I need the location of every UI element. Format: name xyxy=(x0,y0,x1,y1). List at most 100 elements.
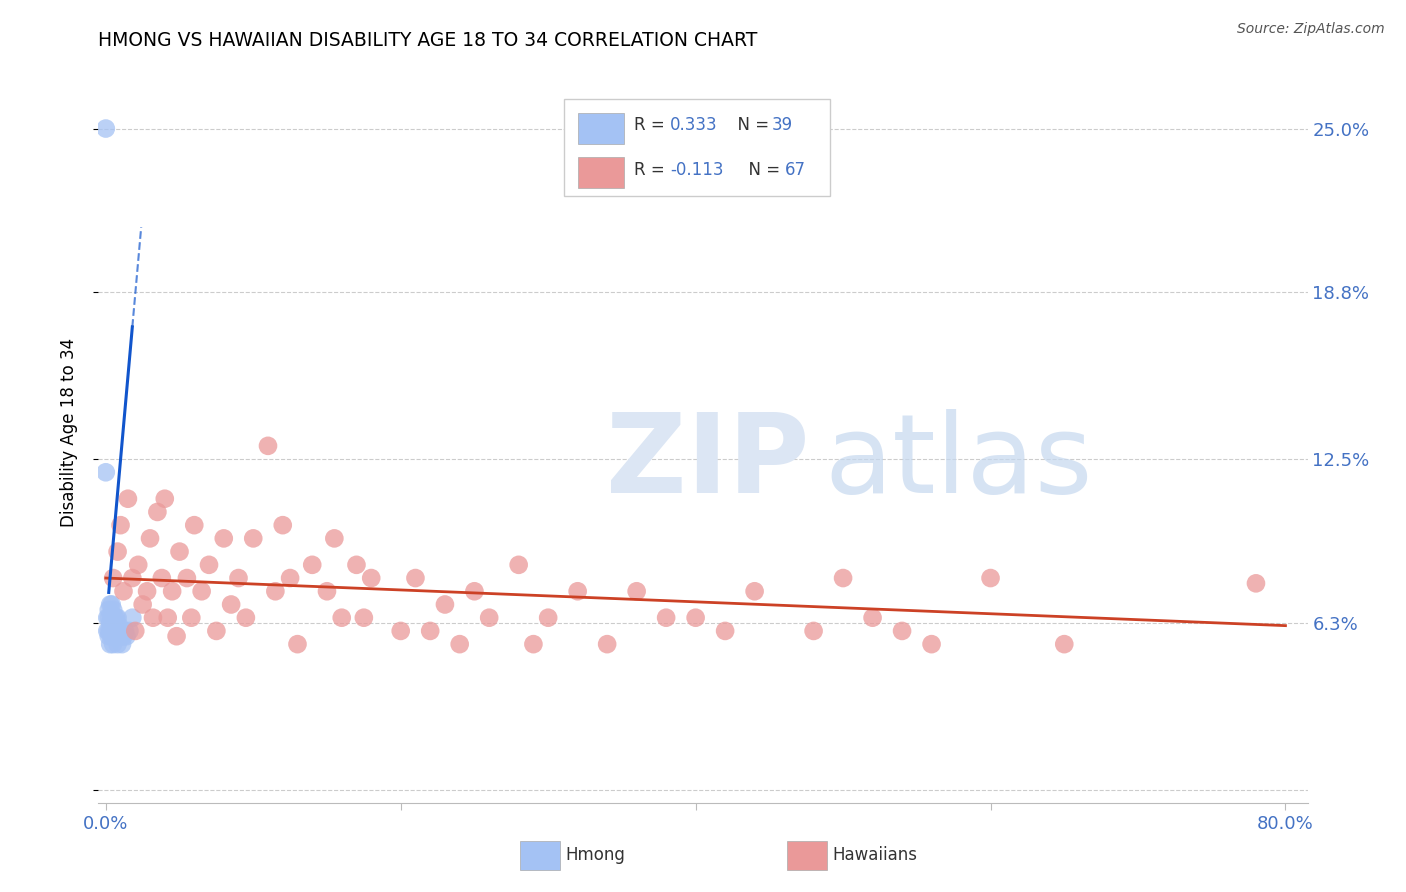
Point xyxy=(169,544,191,558)
Point xyxy=(264,584,287,599)
Point xyxy=(537,611,560,625)
Point xyxy=(228,571,250,585)
Point xyxy=(508,558,530,572)
Point xyxy=(96,611,118,625)
Point xyxy=(107,624,129,638)
Point xyxy=(235,611,257,625)
Point xyxy=(127,558,149,572)
Point xyxy=(156,611,179,625)
Point xyxy=(104,618,127,632)
Y-axis label: Disability Age 18 to 34: Disability Age 18 to 34 xyxy=(59,338,77,527)
Point xyxy=(316,584,339,599)
Point xyxy=(346,558,368,572)
Point xyxy=(190,584,212,599)
Point xyxy=(862,611,884,625)
Point xyxy=(114,624,136,638)
Point xyxy=(124,624,146,638)
Text: N =: N = xyxy=(727,117,775,135)
Point xyxy=(100,611,122,625)
Point xyxy=(419,624,441,638)
Point xyxy=(136,584,159,599)
Point xyxy=(257,439,280,453)
Point xyxy=(121,611,143,625)
Point xyxy=(353,611,375,625)
Point xyxy=(567,584,589,599)
Point xyxy=(108,618,131,632)
FancyBboxPatch shape xyxy=(578,113,624,144)
Point xyxy=(104,629,127,643)
Point xyxy=(150,571,173,585)
Point xyxy=(97,624,120,638)
Point xyxy=(97,603,120,617)
Point xyxy=(921,637,943,651)
Point xyxy=(97,629,120,643)
Point xyxy=(198,558,221,572)
Point xyxy=(100,629,122,643)
Point xyxy=(131,598,153,612)
Text: atlas: atlas xyxy=(824,409,1092,516)
Text: Hawaiians: Hawaiians xyxy=(832,847,917,864)
FancyBboxPatch shape xyxy=(564,99,830,195)
Point xyxy=(112,584,135,599)
Point xyxy=(107,611,129,625)
Point xyxy=(98,615,121,630)
Point xyxy=(96,624,118,638)
Point xyxy=(110,624,132,638)
Point xyxy=(360,571,382,585)
Text: 0.333: 0.333 xyxy=(671,117,718,135)
Point xyxy=(166,629,188,643)
Point xyxy=(596,637,619,651)
Point xyxy=(105,629,128,643)
Point xyxy=(97,611,120,625)
Point xyxy=(980,571,1002,585)
Point xyxy=(242,532,264,546)
Point xyxy=(176,571,198,585)
Point xyxy=(107,544,129,558)
Point xyxy=(100,624,122,638)
Point xyxy=(121,571,143,585)
Point xyxy=(685,611,707,625)
Point xyxy=(832,571,855,585)
Point xyxy=(98,598,121,612)
Point xyxy=(803,624,825,638)
Point xyxy=(287,637,309,651)
Point xyxy=(278,571,301,585)
Point xyxy=(404,571,426,585)
Point xyxy=(205,624,228,638)
Point xyxy=(183,518,205,533)
Point xyxy=(117,491,139,506)
Text: Hmong: Hmong xyxy=(565,847,626,864)
Point xyxy=(323,532,346,546)
Point xyxy=(101,624,124,638)
Text: HMONG VS HAWAIIAN DISABILITY AGE 18 TO 34 CORRELATION CHART: HMONG VS HAWAIIAN DISABILITY AGE 18 TO 3… xyxy=(98,30,758,50)
Point xyxy=(98,624,121,638)
Point xyxy=(891,624,914,638)
Point xyxy=(101,637,124,651)
Point xyxy=(112,629,135,643)
Point xyxy=(94,121,117,136)
FancyBboxPatch shape xyxy=(578,157,624,188)
Point xyxy=(115,629,138,643)
Point xyxy=(110,518,132,533)
Point xyxy=(139,532,162,546)
Point xyxy=(744,584,766,599)
Point xyxy=(714,624,737,638)
Point xyxy=(107,637,129,651)
Point xyxy=(105,624,128,638)
Point xyxy=(118,624,141,638)
Point xyxy=(180,611,202,625)
Text: 39: 39 xyxy=(772,117,793,135)
Point xyxy=(101,571,124,585)
Point xyxy=(108,629,131,643)
Text: N =: N = xyxy=(738,161,786,178)
Point xyxy=(104,611,127,625)
Text: R =: R = xyxy=(634,161,671,178)
Point xyxy=(142,611,165,625)
Point xyxy=(110,629,132,643)
Point xyxy=(100,598,122,612)
Point xyxy=(105,611,128,625)
Point xyxy=(1244,576,1267,591)
Point xyxy=(626,584,648,599)
Point xyxy=(433,598,456,612)
Point xyxy=(219,598,242,612)
